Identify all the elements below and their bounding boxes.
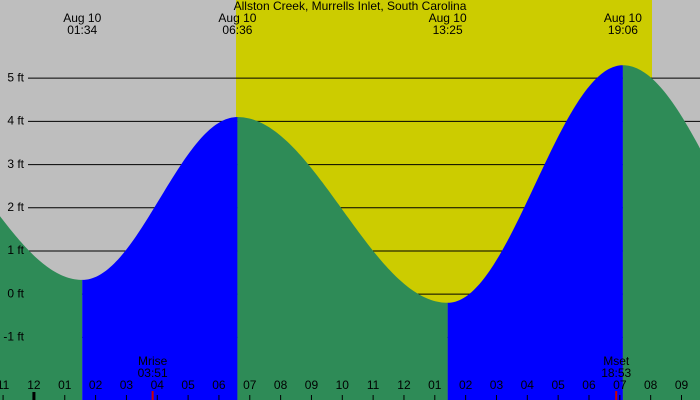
extreme-time: 13:25 — [433, 23, 463, 37]
x-tick-label: 01 — [58, 378, 72, 392]
falling-tide — [622, 65, 700, 400]
x-tick-label: 05 — [551, 378, 565, 392]
y-tick-label: 3 ft — [7, 157, 24, 171]
x-tick-label: 11 — [0, 378, 10, 392]
extreme-date: Aug 10 — [429, 11, 467, 25]
x-tick-label: 07 — [243, 378, 257, 392]
y-tick-label: 5 ft — [7, 70, 24, 84]
x-tick-label: 04 — [521, 378, 535, 392]
falling-tide — [0, 216, 83, 400]
x-tick-label: 03 — [490, 378, 504, 392]
x-tick-label: 12 — [397, 378, 411, 392]
x-tick-label: 06 — [582, 378, 596, 392]
y-tick-label: 0 ft — [7, 286, 24, 300]
y-tick-label: -1 ft — [3, 330, 24, 344]
falling-tide — [237, 117, 448, 400]
rising-tide — [447, 65, 623, 400]
x-tick-label: 08 — [644, 378, 658, 392]
rising-tide — [82, 117, 238, 400]
x-tick-label: 09 — [675, 378, 689, 392]
moon-event: Mrise — [138, 354, 168, 368]
x-tick-label: 08 — [274, 378, 288, 392]
chart-title: Allston Creek, Murrells Inlet, South Car… — [234, 0, 467, 13]
x-tick-label: 07 — [613, 378, 627, 392]
extreme-date: Aug 10 — [604, 11, 642, 25]
y-tick-label: 4 ft — [7, 114, 24, 128]
x-tick-label: 05 — [181, 378, 195, 392]
extreme-date: Aug 10 — [63, 11, 101, 25]
x-tick-label: 03 — [120, 378, 134, 392]
x-tick-label: 02 — [89, 378, 103, 392]
extreme-date: Aug 10 — [218, 11, 256, 25]
x-tick-label: 10 — [336, 378, 350, 392]
x-tick-label: 02 — [459, 378, 473, 392]
extreme-time: 01:34 — [67, 23, 97, 37]
x-tick-label: 04 — [151, 378, 165, 392]
x-tick-label: 09 — [305, 378, 319, 392]
moon-time: 18:53 — [601, 366, 631, 380]
y-tick-label: 1 ft — [7, 243, 24, 257]
moon-event: Mset — [603, 354, 630, 368]
x-tick-label: 06 — [212, 378, 226, 392]
moon-time: 03:51 — [138, 366, 168, 380]
x-tick-label: 12 — [27, 378, 41, 392]
extreme-time: 19:06 — [608, 23, 638, 37]
x-tick-label: 01 — [428, 378, 442, 392]
extreme-time: 06:36 — [222, 23, 252, 37]
y-tick-label: 2 ft — [7, 200, 24, 214]
x-tick-label: 11 — [367, 378, 380, 392]
